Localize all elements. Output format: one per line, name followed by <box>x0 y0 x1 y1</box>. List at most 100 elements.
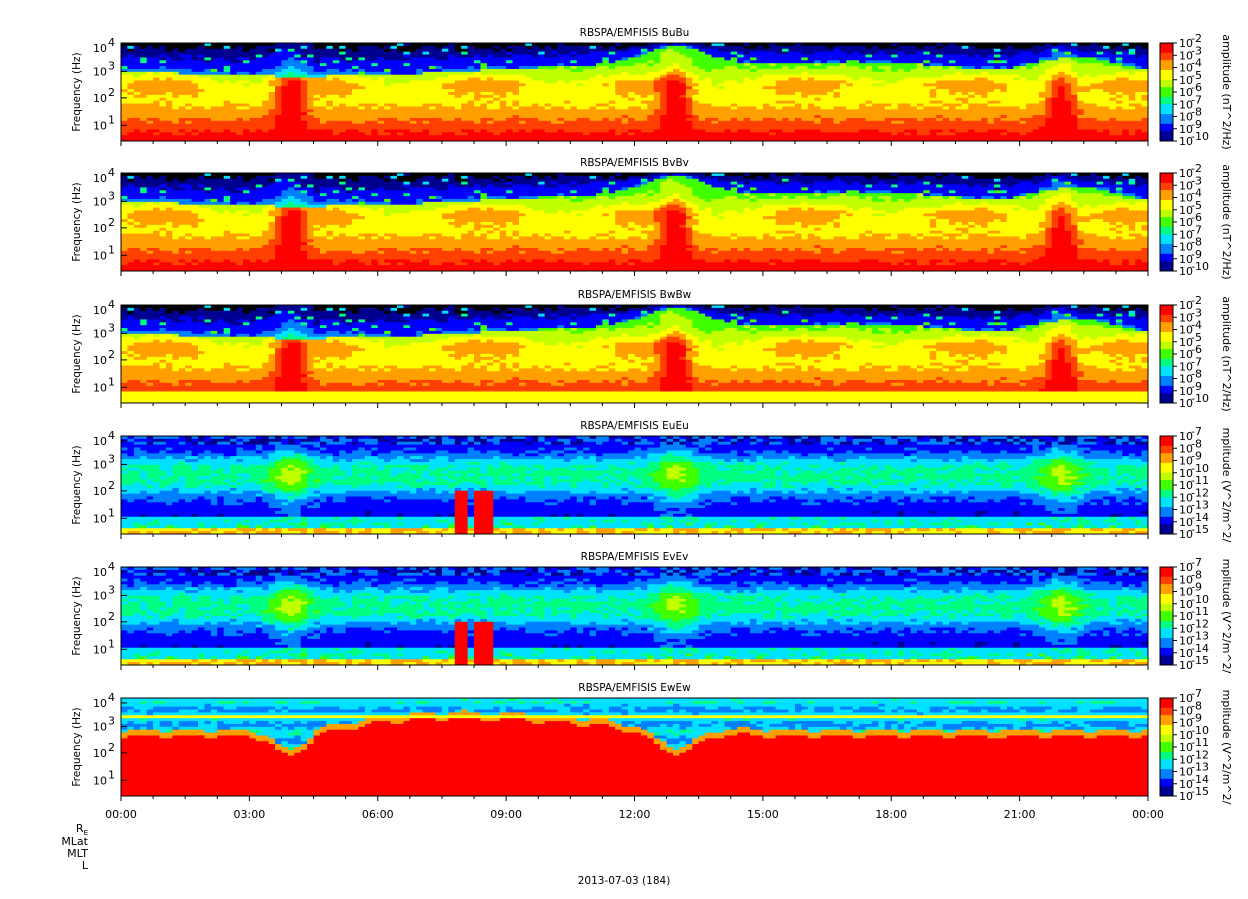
heatmap-cell <box>634 135 642 139</box>
heatmap-cell <box>685 77 693 81</box>
heatmap-cell <box>512 138 520 142</box>
heatmap-cell <box>705 120 712 125</box>
heatmap-cell <box>750 63 757 67</box>
heatmap-cell <box>461 129 469 133</box>
heatmap-cell <box>551 112 558 116</box>
heatmap-cell <box>724 138 732 142</box>
heatmap-cell <box>942 129 950 133</box>
heatmap-cell <box>544 45 552 50</box>
heatmap-cell <box>371 48 379 53</box>
heatmap-cell <box>897 100 905 104</box>
heatmap-cell <box>602 48 610 53</box>
heatmap-cell <box>743 135 751 139</box>
heatmap-cell <box>1051 120 1059 125</box>
heatmap-cell <box>531 103 539 107</box>
heatmap-cell <box>827 74 834 78</box>
heatmap-cell <box>833 80 841 84</box>
heatmap-cell <box>884 103 892 107</box>
heatmap-cell <box>987 74 995 78</box>
heatmap-cell <box>538 103 546 107</box>
heatmap-cell <box>294 138 302 142</box>
heatmap-cell <box>364 43 372 47</box>
heatmap-cell <box>685 45 693 50</box>
heatmap-cell <box>255 135 263 139</box>
heatmap-cell <box>441 66 449 70</box>
heatmap-cell <box>576 89 584 93</box>
heatmap-cell <box>198 112 205 116</box>
heatmap-cell <box>955 97 963 102</box>
heatmap-cell <box>326 115 334 119</box>
heatmap-cell <box>319 83 327 87</box>
heatmap-cell <box>204 80 212 84</box>
heatmap-cell <box>724 63 732 67</box>
heatmap-cell <box>595 109 603 113</box>
heatmap-cell <box>782 45 789 50</box>
heatmap-cell <box>403 109 411 113</box>
heatmap-cell <box>230 135 237 139</box>
heatmap-cell <box>352 109 359 113</box>
heatmap-cell <box>640 94 648 99</box>
heatmap-cell <box>506 80 513 84</box>
heatmap-cell <box>313 103 321 107</box>
heatmap-cell <box>210 83 218 87</box>
heatmap-cell <box>448 103 456 107</box>
heatmap-cell <box>711 86 719 90</box>
heatmap-cell <box>217 89 225 93</box>
heatmap-cell <box>191 48 199 53</box>
heatmap-cell <box>602 92 610 96</box>
heatmap-cell <box>191 123 199 127</box>
heatmap-cell <box>936 74 943 78</box>
heatmap-cell <box>981 83 988 87</box>
heatmap-cell <box>949 106 956 110</box>
heatmap-cell <box>262 80 270 84</box>
heatmap-cell <box>178 92 186 96</box>
heatmap-cell <box>717 120 725 125</box>
heatmap-cell <box>640 51 648 55</box>
heatmap-cell <box>647 138 655 142</box>
heatmap-cell <box>499 60 507 64</box>
heatmap-cell <box>384 60 391 64</box>
heatmap-cell <box>981 66 988 70</box>
heatmap-cell <box>493 51 501 55</box>
heatmap-cell <box>615 63 623 67</box>
heatmap-cell <box>942 94 950 99</box>
heatmap-cell <box>949 57 956 61</box>
heatmap-cell <box>692 123 700 127</box>
heatmap-cell <box>846 86 854 90</box>
heatmap-cell <box>326 123 334 127</box>
heatmap-cell <box>679 57 687 61</box>
heatmap-cell <box>281 45 289 50</box>
heatmap-cell <box>865 97 873 102</box>
heatmap-cell <box>1026 132 1033 136</box>
heatmap-cell <box>146 60 154 64</box>
heatmap-cell <box>794 54 802 58</box>
heatmap-cell <box>480 123 488 127</box>
heatmap-cell <box>737 60 745 64</box>
heatmap-cell <box>275 77 282 81</box>
heatmap-cell <box>441 89 449 93</box>
heatmap-cell <box>422 120 430 125</box>
heatmap-cell <box>750 129 757 133</box>
heatmap-cell <box>769 129 777 133</box>
heatmap-cell <box>538 66 546 70</box>
heatmap-cell <box>1051 138 1059 142</box>
heatmap-cell <box>403 100 411 104</box>
heatmap-cell <box>474 51 481 55</box>
heatmap-cell <box>705 68 712 73</box>
heatmap-cell <box>204 97 212 102</box>
heatmap-cell <box>1051 132 1059 136</box>
heatmap-cell <box>121 89 128 93</box>
heatmap-cell <box>435 45 443 50</box>
heatmap-cell <box>557 100 565 104</box>
heatmap-cell <box>140 132 148 136</box>
heatmap-cell <box>518 126 526 130</box>
heatmap-cell <box>191 71 199 76</box>
heatmap-cell <box>923 77 931 81</box>
heatmap-cell <box>262 43 270 47</box>
heatmap-cell <box>1026 74 1033 78</box>
heatmap-cell <box>987 57 995 61</box>
heatmap-cell <box>679 103 687 107</box>
heatmap-cell <box>955 77 963 81</box>
heatmap-cell <box>1045 115 1053 119</box>
heatmap-cell <box>1019 68 1027 73</box>
